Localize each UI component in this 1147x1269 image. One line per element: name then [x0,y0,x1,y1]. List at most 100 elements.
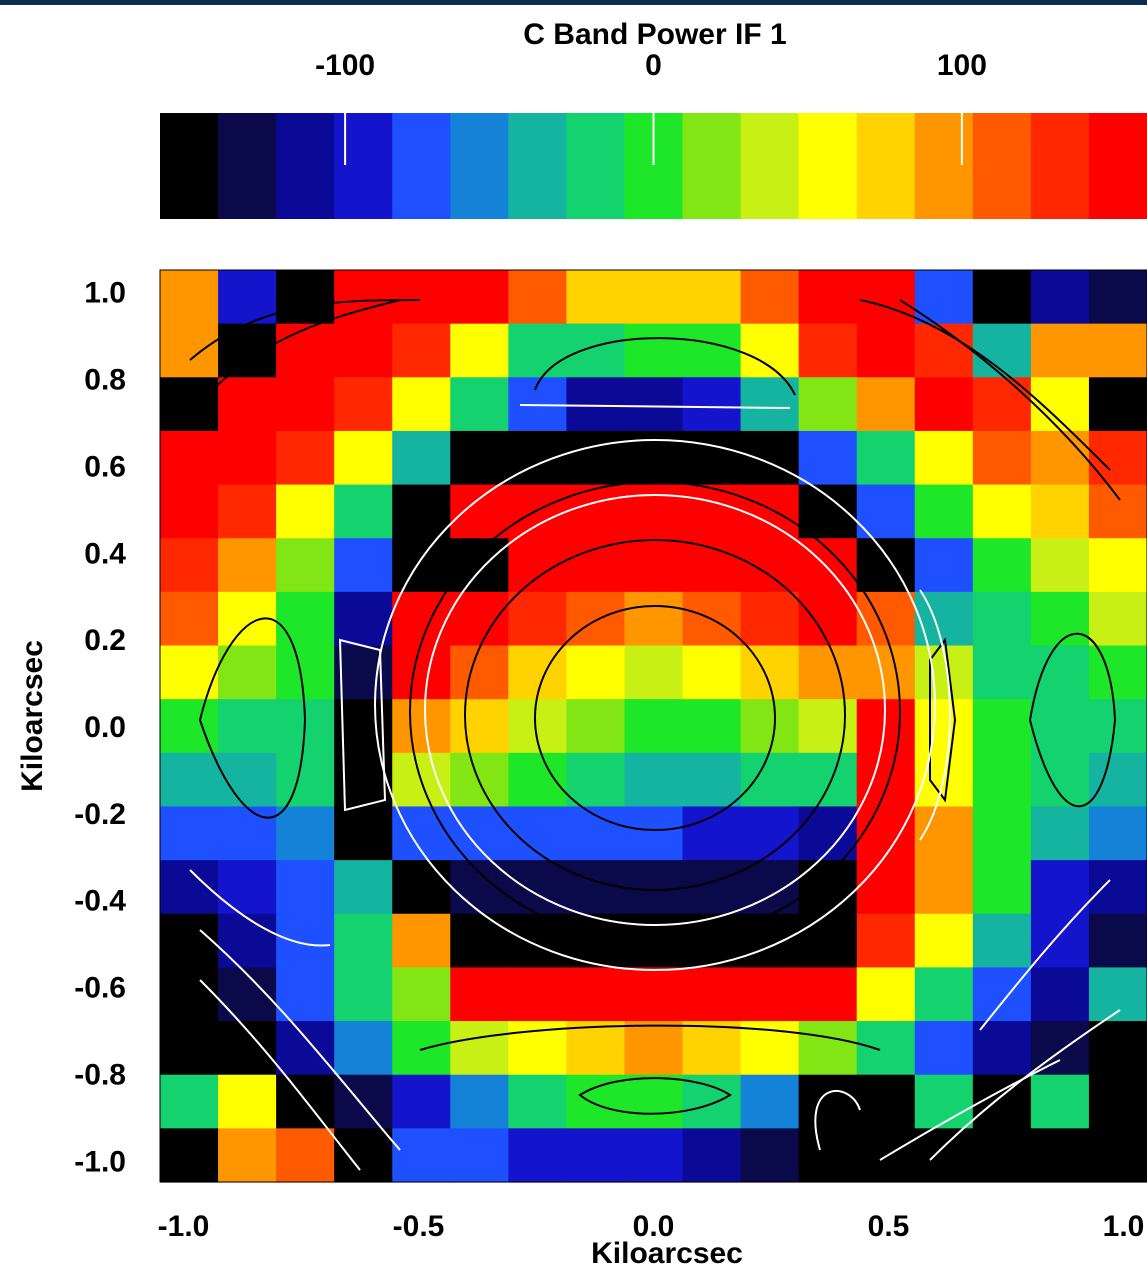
heatmap-cell [972,913,1032,969]
colorbar-swatch [798,113,858,219]
heatmap-cell [392,1021,451,1076]
heatmap-cell [392,377,451,432]
heatmap-cell [972,860,1032,915]
heatmap-cell [566,484,626,539]
heatmap-cell [276,1021,335,1076]
heatmap-cell [566,591,626,647]
heatmap-cell [450,377,509,432]
heatmap-cell [972,538,1032,593]
colorbar-swatch [276,113,335,219]
x-axis-label: Kiloarcsec [591,1237,743,1269]
heatmap-cell [392,1128,451,1183]
heatmap-cell [798,430,858,486]
heatmap-cell [624,484,684,539]
heatmap-cell [508,913,568,969]
heatmap-cell [740,806,800,861]
heatmap-cell [682,323,742,378]
heatmap-cell [276,645,335,700]
heatmap-cell [566,270,626,325]
heatmap-cell [740,967,800,1022]
heatmap-cell [972,323,1032,378]
heatmap-cell [334,591,393,647]
y-tick-label: 0.6 [84,450,126,483]
heatmap-cell [740,591,800,647]
heatmap-cell [856,484,916,539]
heatmap-cell [740,913,800,969]
heatmap-cell [218,860,277,915]
heatmap-cell [566,430,626,486]
heatmap-cell [1030,484,1090,539]
heatmap-cell [218,699,277,754]
heatmap-cell [160,270,219,325]
y-tick-label: -1.0 [74,1145,126,1178]
heatmap-cell [566,645,626,700]
colorbar-swatch [972,113,1032,219]
heatmap-cell [1088,270,1147,325]
colorbar-swatch [508,113,568,219]
y-tick-label: 0.0 [84,711,126,744]
heatmap-cell [1030,323,1090,378]
white-contours [189,404,1121,1171]
heatmap-cell [392,430,451,486]
heatmap-cell [566,1128,626,1183]
heatmap-cell [914,967,974,1022]
x-tick-label: 0.0 [633,1210,675,1243]
colorbar-swatch [1030,113,1090,219]
heatmap-cell [798,1128,858,1183]
heatmap-cell [740,430,800,486]
heatmap-cell [334,806,393,861]
heatmap-cell [160,806,219,861]
heatmap-cell [276,377,335,432]
heatmap-cell [276,270,335,325]
heatmap-cell [160,860,219,915]
heatmap-cell [392,913,451,969]
heatmap-cell [798,1074,858,1129]
heatmap-cell [334,1021,393,1076]
heatmap-cell [508,967,568,1022]
heatmap-cell [624,1074,684,1129]
heatmap-cell [624,1128,684,1183]
heatmap-cell [218,645,277,700]
heatmap-cell [450,591,509,647]
heatmap-cell [276,538,335,593]
heatmap-cell [450,323,509,378]
heatmap-cell [450,806,509,861]
heatmap-cell [1030,645,1090,700]
heatmap-cell [392,645,451,700]
top-border [0,0,1147,5]
heatmap-cell [856,430,916,486]
heatmap-cell [160,377,219,432]
heatmap-cell [740,538,800,593]
heatmap-cell [334,484,393,539]
heatmap-cell [450,1128,509,1183]
heatmap-cell [508,752,568,808]
heatmap-cell [218,323,277,378]
heatmap-cell [1088,806,1147,861]
heatmap-cell [276,913,335,969]
heatmap-cell [450,967,509,1022]
heatmap-cell [798,645,858,700]
y-tick-label: 0.4 [84,537,126,570]
plot-frame [159,269,1147,1183]
heatmap-cell [218,1074,277,1129]
heatmap-cell [682,270,742,325]
heatmap-cell [914,699,974,754]
y-tick-label: -0.2 [74,798,126,831]
heatmap-cell [624,591,684,647]
heatmap-cell [1030,430,1090,486]
heatmap-cell [566,377,626,432]
heatmap-cell [914,913,974,969]
heatmap-cell [856,699,916,754]
heatmap-cell [160,538,219,593]
heatmap-cell [682,1021,742,1076]
heatmap-cell [392,270,451,325]
heatmap-cell [1088,1128,1147,1183]
heatmap-cell [334,913,393,969]
y-tick-label: -0.4 [74,885,126,918]
heatmap-cell [450,645,509,700]
heatmap-cell [624,967,684,1022]
heatmap-cell [566,967,626,1022]
heatmap-cell [1088,538,1147,593]
x-tick-label: 1.0 [1103,1210,1145,1243]
heatmap-cell [566,538,626,593]
